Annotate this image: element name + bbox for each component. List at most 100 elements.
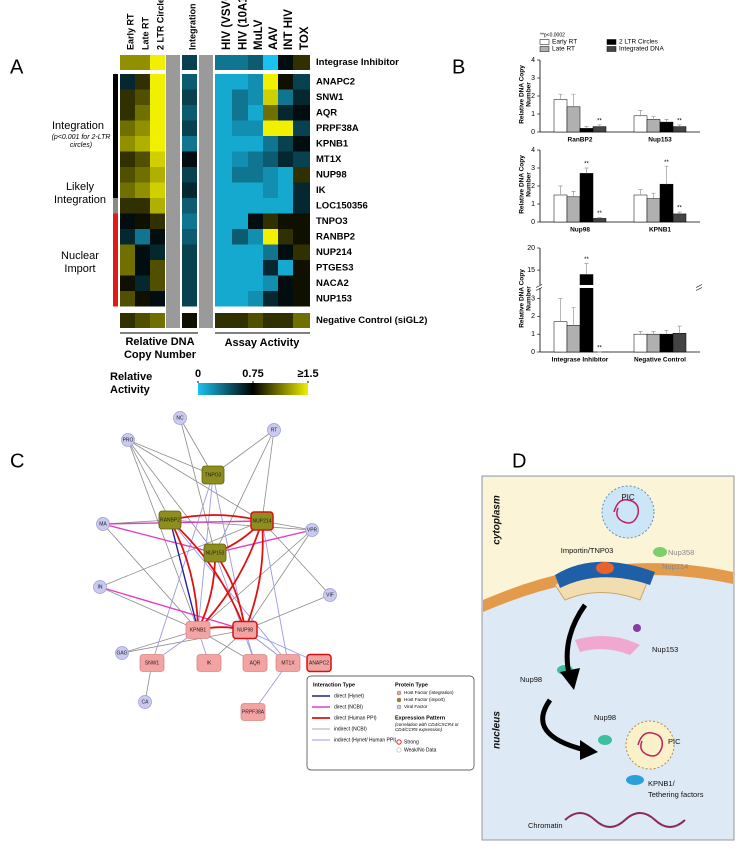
importin [596, 562, 614, 574]
heat-cell [182, 229, 197, 245]
group-bar [113, 213, 118, 307]
chromatin [564, 812, 686, 828]
diagram-label: Nup153 [652, 645, 678, 654]
heat-cell [293, 198, 310, 214]
heat-cell [215, 105, 232, 121]
node-label: IK [207, 660, 212, 666]
edge [169, 519, 199, 631]
node-label: GAG [116, 650, 127, 656]
significance: ** [597, 118, 602, 124]
significance: ** [664, 160, 669, 166]
heat-cell [120, 229, 135, 245]
heat-cell [278, 136, 293, 152]
kpnb1 [626, 775, 644, 785]
heat-cell [263, 120, 278, 136]
edge [169, 519, 199, 631]
viral-rna [637, 732, 664, 757]
heat-cell [135, 151, 150, 167]
heat-cell [278, 89, 293, 105]
heat-cell [135, 260, 150, 276]
y-tick-label: 1 [531, 331, 535, 338]
colorbar-tick-label: 0.75 [242, 368, 263, 380]
heat-cell [263, 182, 278, 198]
heat-cell [293, 151, 310, 167]
bar [579, 128, 594, 133]
error-bar [651, 331, 656, 335]
heat-cell [263, 167, 278, 183]
column-label: MuLV [253, 19, 265, 50]
edge [261, 429, 275, 522]
heat-cell [263, 151, 278, 167]
y-tick-label: 0 [531, 129, 535, 136]
heat-cell [135, 291, 150, 307]
heat-cell [232, 120, 248, 136]
row-group-label: Integration [52, 120, 104, 132]
legend-dot [396, 704, 402, 710]
legend-label: Late RT [552, 46, 575, 53]
nup358 [653, 547, 667, 557]
heat-cell [278, 55, 293, 70]
legend-label: direct (NCBI) [334, 704, 363, 710]
edge [127, 439, 214, 476]
bar [553, 99, 568, 133]
row-label: RANBP2 [316, 231, 355, 242]
error-bar [664, 330, 669, 335]
heat-cell [278, 151, 293, 167]
bar [566, 196, 581, 223]
row-label: Integrase Inhibitor [316, 57, 399, 68]
heat-cell [150, 198, 165, 214]
heat-cell [215, 313, 232, 328]
column-label: HIV (10A1) [238, 0, 250, 50]
y-axis-label: Relative DNA Copy Number [518, 269, 533, 328]
diagram-label: nucleus [492, 711, 503, 749]
edge [99, 520, 263, 588]
heat-cell [135, 167, 150, 183]
heat-cell [263, 213, 278, 229]
y-tick-label: 2 [531, 93, 535, 100]
bar [672, 333, 687, 353]
node-label: MT1X [281, 660, 295, 666]
y-tick-label: 3 [531, 165, 535, 172]
heat-cell [293, 120, 310, 136]
error-bar [638, 110, 643, 116]
legend-label: Early RT [552, 39, 577, 46]
significance: ** [677, 206, 682, 212]
heat-cell [248, 151, 263, 167]
heat-cell [182, 151, 197, 167]
error-bar [664, 165, 669, 185]
row-group-note: (p<0.001 for 2-LTR circles) [51, 134, 111, 150]
heat-cell [182, 55, 197, 70]
legend-box [306, 675, 475, 771]
bar [633, 194, 648, 223]
row-label: MT1X [316, 154, 342, 165]
heat-cell [232, 74, 248, 90]
row-label: ANAPC2 [316, 76, 355, 87]
bar [579, 173, 594, 223]
legend-label: indirect (Hynet/ Human PPI) [334, 737, 397, 743]
error-bar [571, 307, 576, 326]
edge [214, 429, 275, 554]
diagram-label: KPNB1/ [648, 779, 676, 788]
row-label: AQR [316, 107, 337, 118]
edge [127, 439, 216, 554]
legend-label: Strong [404, 739, 419, 745]
error-bar [571, 191, 576, 197]
heat-cell [150, 182, 165, 198]
legend-title: Protein Type [395, 682, 428, 688]
node-label: ANAPC2 [309, 660, 329, 666]
error-bar [664, 119, 669, 123]
heat-cell [182, 167, 197, 183]
edge [127, 439, 199, 631]
legend-label: direct (Human PPI) [334, 715, 377, 721]
heat-cell [135, 55, 150, 70]
import-node [203, 543, 227, 563]
integration-node [242, 654, 268, 672]
heat-cell [263, 229, 278, 245]
node-label: TNPO3 [205, 472, 222, 478]
node-label: NC [176, 415, 184, 421]
error-bar [584, 263, 589, 275]
heat-cell [120, 275, 135, 291]
heat-cell [182, 74, 197, 90]
heat-cell [293, 136, 310, 152]
heat-cell [232, 151, 248, 167]
